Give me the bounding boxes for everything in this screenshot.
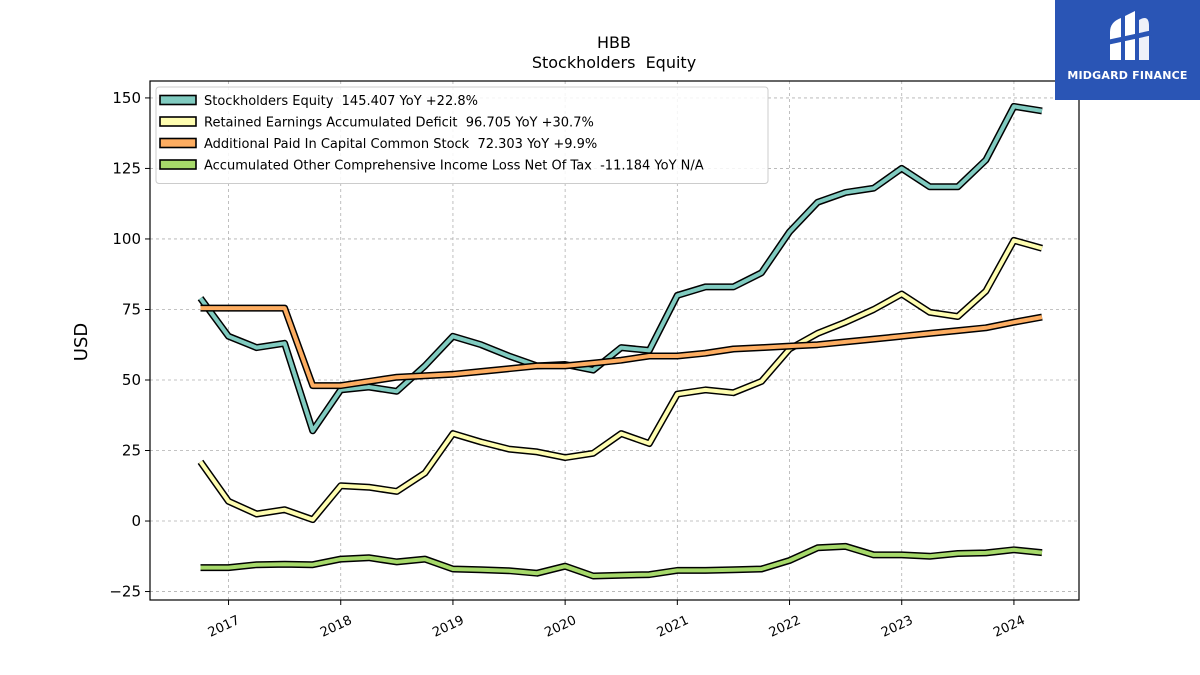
y-tick-label: 50 — [122, 371, 141, 389]
legend-swatch — [159, 159, 197, 170]
y-tick-label: 25 — [122, 442, 141, 460]
y-tick-label: 75 — [122, 300, 141, 318]
series-line-1 — [198, 104, 1043, 433]
chart-subtitle: Stockholders Equity — [532, 53, 696, 72]
series-line-3 — [200, 306, 1043, 388]
y-axis-label: USD — [71, 323, 92, 361]
brand-name: MIDGARD FINANCE — [1067, 69, 1188, 82]
y-tick-label: 125 — [112, 159, 141, 177]
series-line-2 — [198, 238, 1043, 522]
y-tick-label: 0 — [131, 512, 141, 530]
legend-label: Accumulated Other Comprehensive Income L… — [204, 159, 704, 174]
plot-frame — [149, 80, 1080, 601]
y-tick-label: −25 — [109, 583, 141, 601]
y-tick-label: 100 — [112, 230, 141, 248]
legend-swatch — [159, 94, 197, 106]
legend: Stockholders Equity 145.407 YoY +22.8% Re… — [155, 86, 769, 184]
legend-frame — [155, 86, 769, 184]
series-lines — [197, 102, 1043, 580]
y-tick-label: 150 — [112, 89, 141, 107]
series-line-4 — [200, 544, 1043, 578]
legend-swatch — [159, 137, 197, 149]
brand-logo: MIDGARD FINANCE — [1055, 0, 1200, 100]
legend-swatch — [159, 116, 197, 127]
legend-label: Retained Earnings Accumulated Deficit 96… — [204, 116, 594, 131]
chart-title: HBB — [597, 33, 631, 52]
legend-label: Additional Paid In Capital Common Stock … — [204, 137, 597, 152]
y-axis-ticks: −25 0 25 50 75 100 125 150 — [109, 89, 150, 601]
legend-label: Stockholders Equity 145.407 YoY +22.8% — [204, 94, 478, 109]
brand-mark-icon — [1107, 11, 1153, 60]
